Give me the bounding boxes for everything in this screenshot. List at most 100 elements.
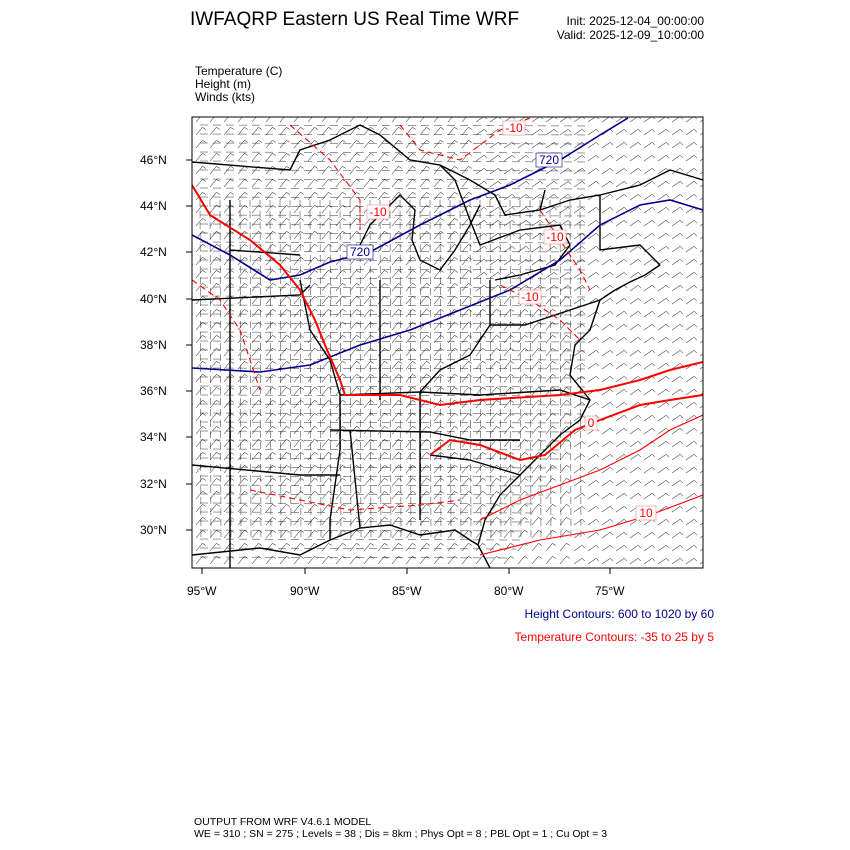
wind-barb bbox=[321, 192, 332, 201]
wind-barb bbox=[517, 413, 528, 422]
wind-barb bbox=[391, 491, 402, 500]
wind-barb bbox=[209, 322, 220, 331]
wind-barb bbox=[685, 181, 698, 188]
wind-barb bbox=[265, 335, 276, 344]
wind-barb bbox=[489, 556, 500, 565]
wind-barb bbox=[265, 504, 276, 513]
wind-barb bbox=[601, 194, 614, 201]
wind-barb bbox=[615, 272, 628, 279]
wind-barb bbox=[377, 348, 388, 357]
wind-barb bbox=[419, 192, 430, 201]
lon-tick-label: 95°W bbox=[187, 584, 217, 598]
wind-barb bbox=[349, 179, 360, 188]
wind-barb bbox=[279, 257, 290, 266]
wind-barb bbox=[307, 231, 318, 240]
wind-barb bbox=[279, 140, 290, 149]
wind-barb bbox=[531, 413, 542, 422]
wind-barb bbox=[223, 374, 234, 383]
wind-barb bbox=[265, 179, 276, 188]
wind-barb bbox=[265, 478, 276, 487]
wind-barb bbox=[615, 363, 628, 370]
wind-barb bbox=[447, 283, 458, 292]
wind-barb bbox=[209, 231, 220, 240]
wind-barb bbox=[405, 374, 416, 383]
wind-barb bbox=[587, 337, 600, 344]
wind-barb bbox=[503, 556, 514, 565]
wind-barb bbox=[279, 322, 290, 331]
wind-barb bbox=[699, 132, 703, 136]
wind-barb bbox=[587, 285, 600, 292]
wind-barb bbox=[699, 535, 703, 539]
wind-barb bbox=[587, 259, 600, 266]
wind-barb bbox=[657, 272, 670, 279]
wind-barb bbox=[307, 439, 318, 448]
wind-barb bbox=[237, 491, 248, 500]
wind-barb bbox=[601, 298, 614, 305]
wind-barb bbox=[531, 465, 542, 474]
wind-barb bbox=[601, 441, 614, 448]
wind-barb bbox=[657, 233, 670, 240]
wind-barb bbox=[685, 168, 698, 175]
wind-barb bbox=[223, 543, 234, 552]
wind-barb bbox=[223, 192, 234, 201]
wind-barb bbox=[223, 322, 234, 331]
wind-barb bbox=[377, 374, 388, 383]
wind-barb bbox=[587, 142, 600, 149]
wind-barb bbox=[475, 478, 486, 487]
wind-barb bbox=[265, 192, 276, 201]
wind-barb bbox=[461, 140, 472, 149]
wind-barb bbox=[377, 491, 388, 500]
wind-barb bbox=[573, 311, 586, 318]
wind-barb bbox=[517, 181, 530, 188]
wind-barb bbox=[503, 400, 514, 409]
wind-barb bbox=[251, 556, 262, 565]
wind-barb bbox=[293, 452, 304, 461]
wind-barb bbox=[251, 530, 262, 539]
wind-barb bbox=[475, 504, 486, 513]
wind-barb bbox=[643, 220, 656, 227]
temperature-contour-legend: Temperature Contours: -35 to 25 by 5 bbox=[514, 630, 714, 644]
wind-barb bbox=[657, 454, 670, 461]
wind-barb bbox=[391, 478, 402, 487]
wind-barb bbox=[573, 441, 586, 448]
wind-barb bbox=[685, 220, 698, 227]
wind-barb bbox=[279, 179, 290, 188]
wind-barb bbox=[293, 374, 304, 383]
wind-barb bbox=[699, 184, 703, 188]
wind-barb bbox=[671, 207, 684, 214]
wind-barb bbox=[573, 272, 586, 279]
wind-barb bbox=[531, 361, 542, 370]
wind-barb bbox=[573, 519, 586, 526]
wind-barb bbox=[699, 561, 703, 565]
wind-barb bbox=[195, 322, 206, 331]
wind-barb bbox=[377, 231, 388, 240]
wind-barb bbox=[671, 233, 684, 240]
wind-barb bbox=[685, 558, 698, 565]
wind-barb bbox=[545, 207, 558, 214]
wind-barb bbox=[699, 496, 703, 500]
wind-barb bbox=[251, 192, 262, 201]
wind-barb bbox=[643, 285, 656, 292]
wind-barb bbox=[419, 117, 425, 123]
wind-barb bbox=[223, 530, 234, 539]
temperature-label: -10 bbox=[505, 121, 523, 135]
wind-barb bbox=[307, 530, 318, 539]
wind-barb bbox=[517, 400, 528, 409]
wind-barb bbox=[195, 244, 206, 253]
wind-barb bbox=[461, 426, 472, 435]
wind-barb bbox=[251, 439, 262, 448]
wind-barb bbox=[265, 348, 276, 357]
plot-title: IWFAQRP Eastern US Real Time WRF bbox=[190, 9, 520, 30]
wind-barb bbox=[363, 400, 374, 409]
wind-barb bbox=[657, 129, 670, 136]
wind-barb bbox=[573, 298, 586, 305]
wind-barb bbox=[251, 374, 262, 383]
wind-barb bbox=[699, 145, 703, 149]
wind-barb bbox=[699, 392, 703, 396]
wind-barb bbox=[517, 478, 528, 487]
wind-barb bbox=[629, 311, 642, 318]
wind-barb bbox=[545, 504, 556, 513]
wind-barb bbox=[573, 454, 586, 461]
wind-barb bbox=[391, 426, 402, 435]
wind-barb bbox=[447, 556, 458, 565]
